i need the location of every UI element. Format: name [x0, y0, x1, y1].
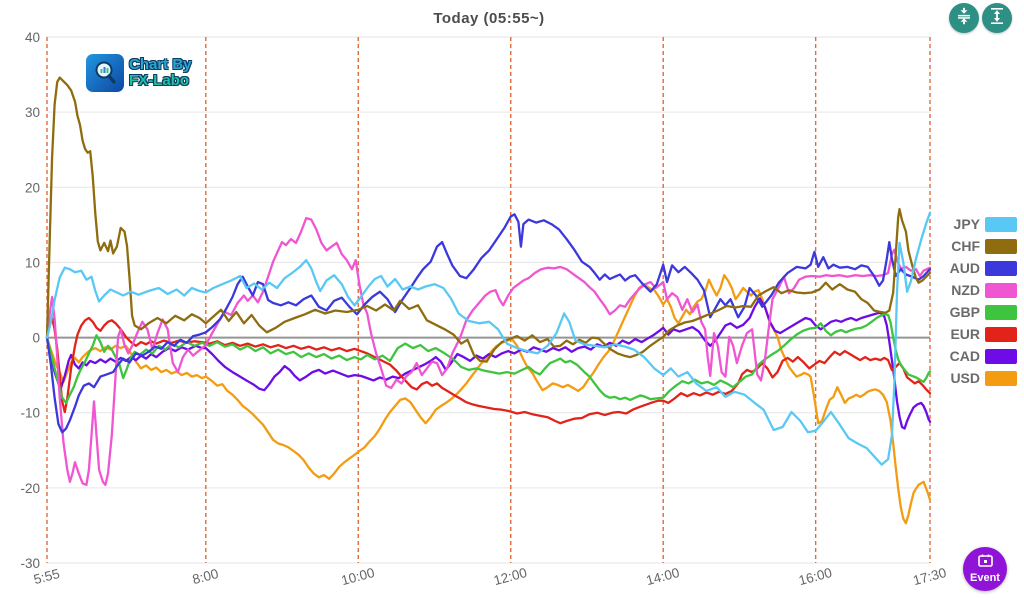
event-button[interactable]: Event: [963, 547, 1007, 591]
legend-swatch: [985, 348, 1017, 364]
y-tick-label: -20: [20, 481, 40, 496]
y-tick-label: 10: [25, 255, 40, 270]
x-tick-label: 17:30: [911, 565, 948, 588]
logo-line2: FX-Labo: [129, 72, 189, 89]
legend-item-USD[interactable]: USD: [938, 370, 1017, 386]
legend-swatch: [985, 216, 1017, 232]
calendar-icon: [977, 554, 993, 572]
y-tick-label: 40: [25, 30, 40, 45]
series-line-EUR: [45, 316, 932, 425]
event-button-label: Event: [970, 572, 1000, 584]
series-line-AUD: [45, 213, 932, 434]
chart-legend: JPY CHF AUD NZD GBP EUR CAD USD: [938, 216, 1017, 392]
series-line-NZD: [45, 216, 932, 487]
legend-label: CAD: [949, 348, 980, 364]
x-tick-label: 8:00: [191, 566, 220, 587]
series-line-JPY: [45, 211, 932, 466]
x-tick-label: 14:00: [645, 565, 682, 588]
x-tick-label: 12:00: [492, 565, 529, 588]
magnifier-chart-icon: [86, 54, 124, 92]
y-tick-label: 0: [32, 331, 40, 346]
compress-vertical-icon: [955, 7, 973, 30]
legend-item-AUD[interactable]: AUD: [938, 260, 1017, 276]
legend-label: NZD: [951, 282, 980, 298]
legend-swatch: [985, 238, 1017, 254]
y-tick-label: -10: [20, 406, 40, 421]
legend-item-CAD[interactable]: CAD: [938, 348, 1017, 364]
series-line-GBP: [45, 313, 932, 405]
x-tick-label: 16:00: [797, 565, 834, 588]
legend-label: EUR: [950, 326, 980, 342]
legend-swatch: [985, 282, 1017, 298]
legend-swatch: [985, 304, 1017, 320]
legend-label: JPY: [953, 216, 980, 232]
y-tick-label: 30: [25, 105, 40, 120]
series-line-CHF: [45, 76, 932, 363]
chart-title: Today (05:55~): [433, 10, 545, 27]
legend-item-EUR[interactable]: EUR: [938, 326, 1017, 342]
x-tick-label: 10:00: [340, 565, 377, 588]
compress-vertical-button[interactable]: [949, 3, 979, 33]
logo-line1: Chart By: [129, 56, 192, 73]
legend-item-NZD[interactable]: NZD: [938, 282, 1017, 298]
legend-label: USD: [950, 370, 980, 386]
fx-labo-logo: Chart By FX-Labo: [86, 54, 192, 92]
legend-swatch: [985, 326, 1017, 342]
legend-item-CHF[interactable]: CHF: [938, 238, 1017, 254]
legend-swatch: [985, 370, 1017, 386]
x-tick-label: 5:55: [32, 566, 61, 587]
expand-vertical-icon: [988, 7, 1006, 30]
y-tick-label: 20: [25, 180, 40, 195]
series-line-USD: [45, 274, 932, 525]
y-tick-label: -30: [20, 556, 40, 571]
legend-item-GBP[interactable]: GBP: [938, 304, 1017, 320]
legend-swatch: [985, 260, 1017, 276]
logo-text: Chart By FX-Labo: [129, 57, 192, 89]
legend-label: AUD: [949, 260, 980, 276]
legend-label: GBP: [949, 304, 980, 320]
legend-label: CHF: [951, 238, 980, 254]
legend-item-JPY[interactable]: JPY: [938, 216, 1017, 232]
expand-vertical-button[interactable]: [982, 3, 1012, 33]
